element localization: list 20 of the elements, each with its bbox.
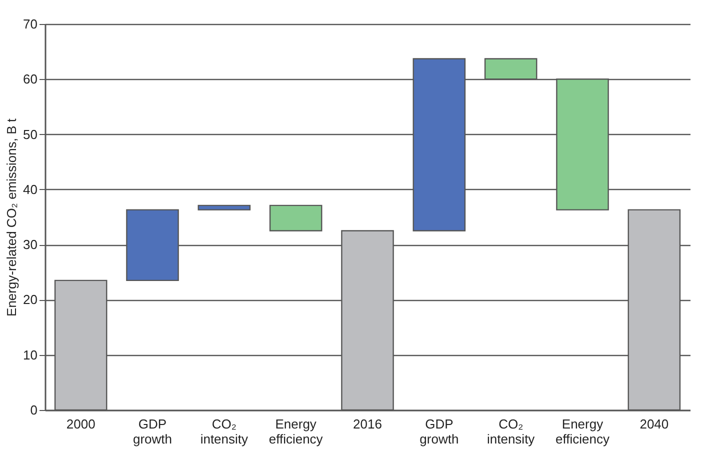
x-tick-label: GDP growth (132, 416, 172, 446)
y-tick-label: 40 (23, 182, 38, 197)
y-axis-title: Energy-related CO₂ emissions, B t (4, 118, 20, 316)
y-tick-label: 0 (30, 402, 38, 418)
y-tick-label: 70 (23, 16, 38, 32)
x-tick-label: GDP growth (420, 416, 459, 446)
y-tick-label: 50 (23, 126, 38, 142)
x-tick-label: CO₂ intensity (486, 416, 536, 446)
bar (269, 204, 322, 232)
y-tick-label: 20 (23, 292, 38, 308)
x-tick-label: Energy efficiency (556, 416, 610, 446)
x-tick-label: 2016 (353, 416, 382, 432)
y-tick-label: 30 (23, 237, 38, 252)
x-tick-label: 2040 (640, 416, 669, 432)
y-tick-label: 60 (23, 72, 38, 87)
x-tick-label: 2000 (66, 416, 96, 432)
bar (198, 204, 251, 210)
x-tick-label: Energy efficiency (268, 416, 324, 446)
x-tick-label: CO₂ intensity (200, 416, 249, 446)
y-tick-label: 10 (23, 347, 38, 362)
